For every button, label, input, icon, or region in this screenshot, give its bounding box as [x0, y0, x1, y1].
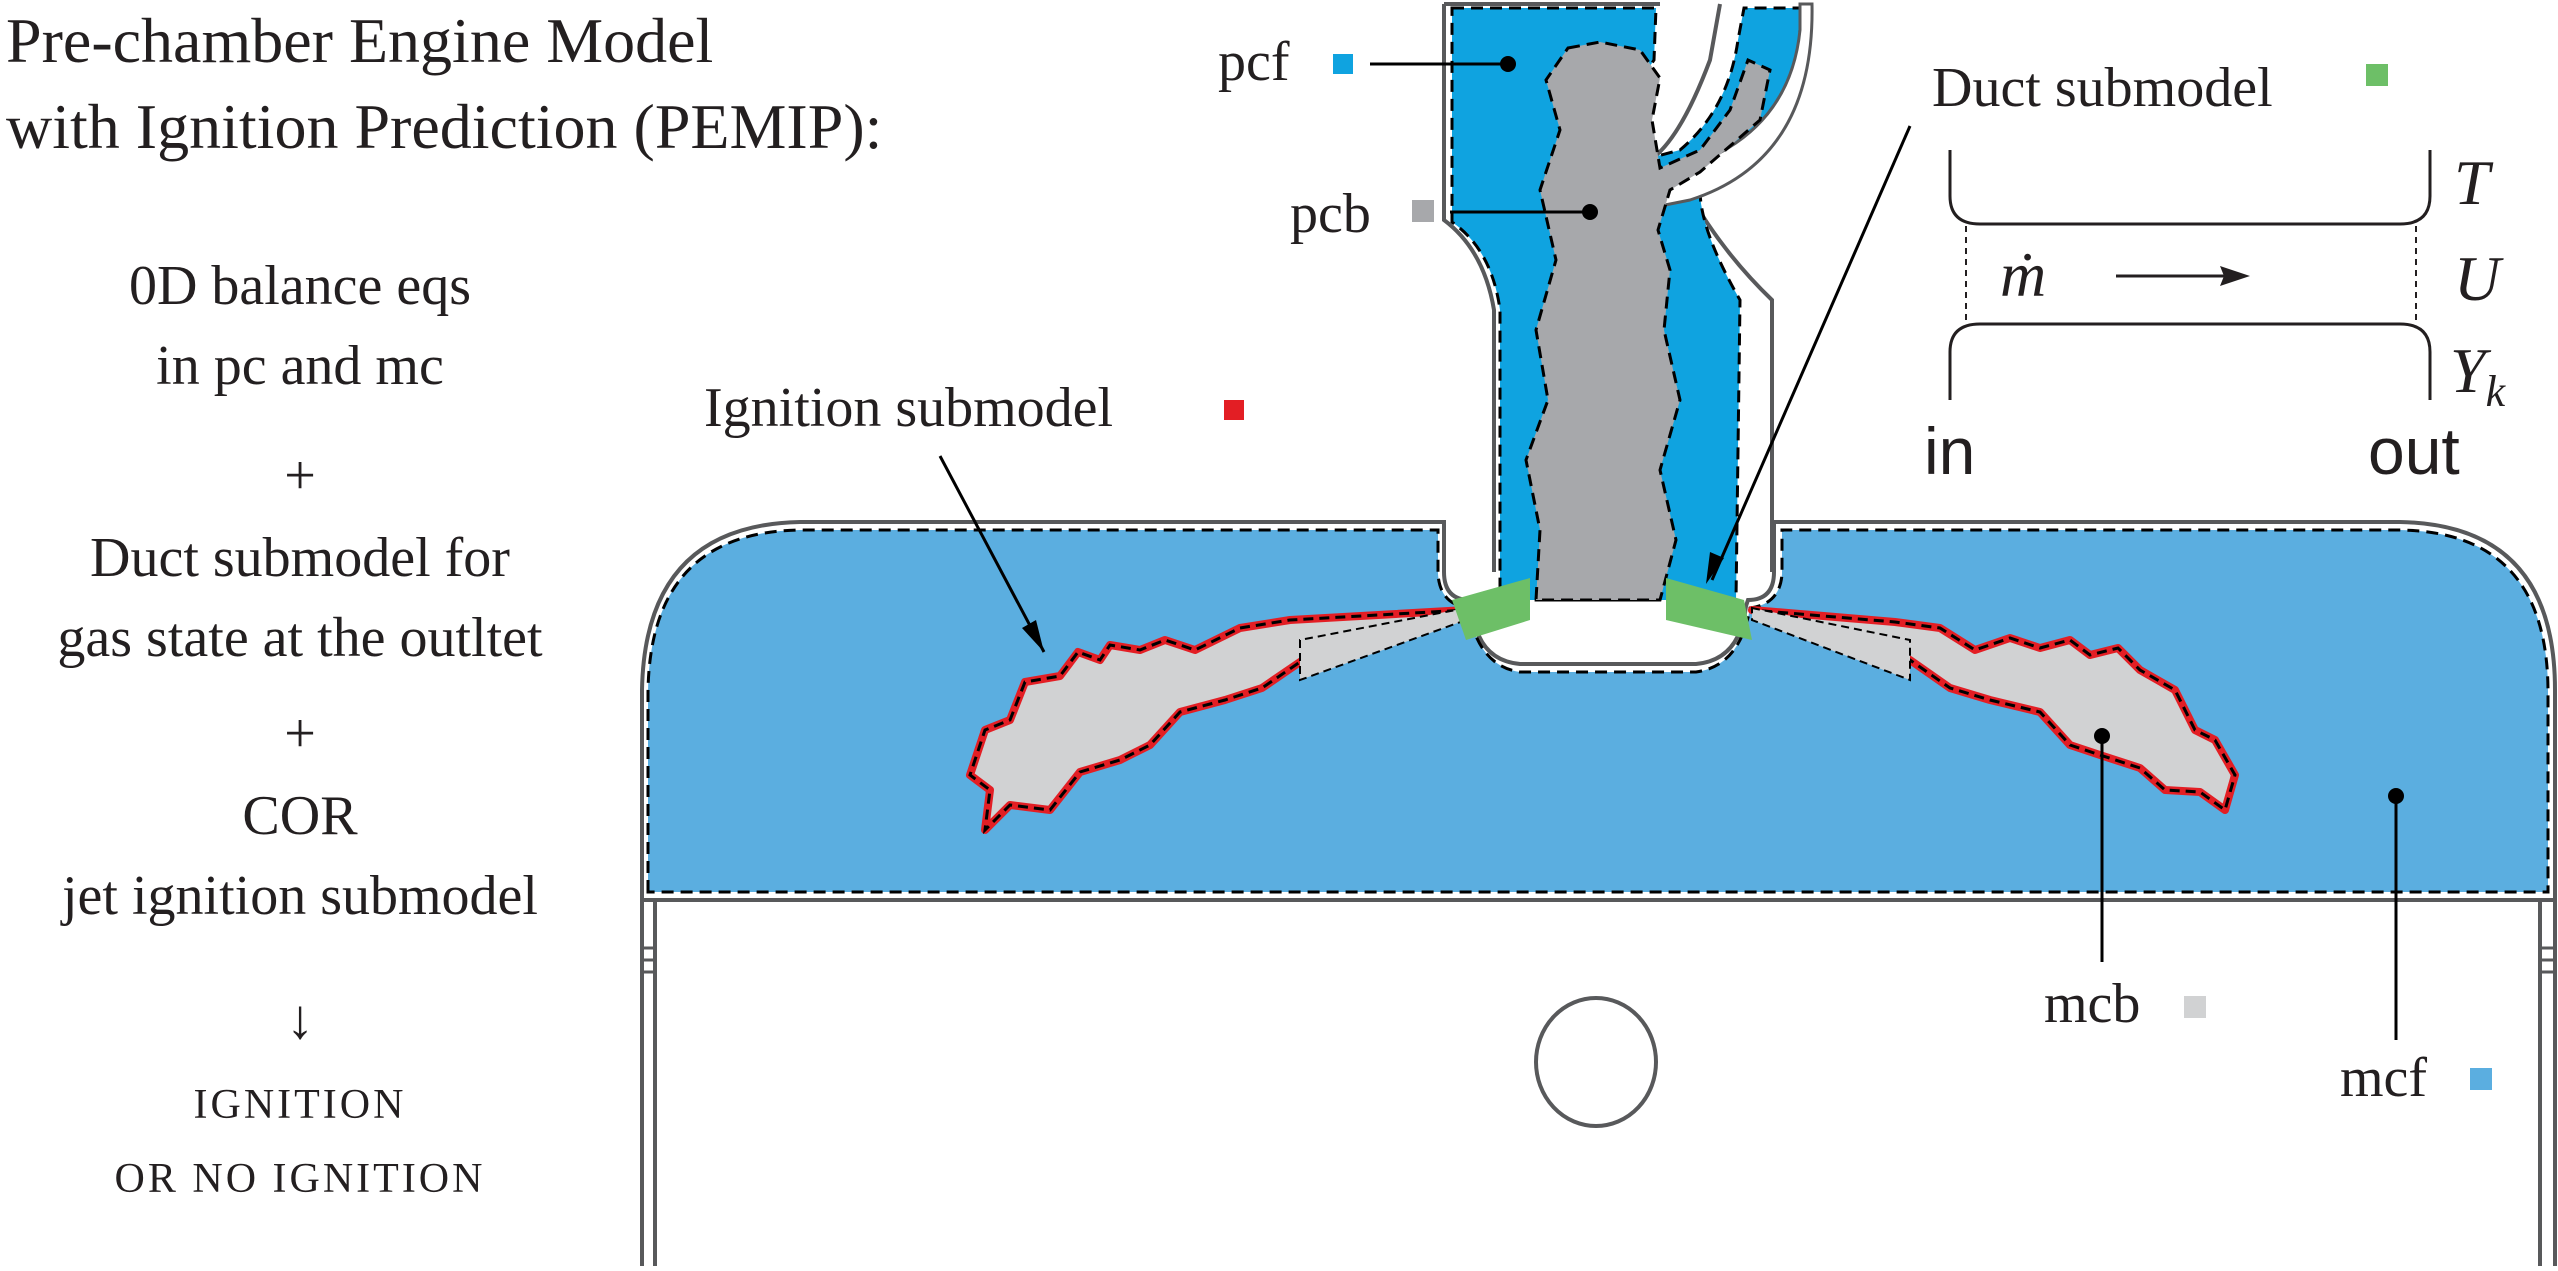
step-balance-line-2: in pc and mc — [156, 335, 444, 397]
label-out: out — [2368, 414, 2460, 488]
mcf-region — [646, 528, 2550, 894]
step-duct-line-1: Duct submodel for — [90, 527, 510, 589]
main-chamber — [640, 520, 2557, 1266]
swatch-mcf — [2470, 1068, 2492, 1090]
arrowhead-duct — [1706, 552, 1724, 584]
step-cor-line-1: COR — [242, 785, 358, 847]
swatch-pcb — [1412, 200, 1434, 222]
pcb-region — [1524, 40, 1772, 602]
plus-sign-1: + — [284, 445, 316, 507]
marker-mcf — [2388, 788, 2404, 804]
duct-schematic: ṁ T U Yk in out — [1924, 147, 2507, 488]
jet-left-boundary — [968, 608, 1467, 835]
duct-lower-wall — [1948, 322, 2432, 400]
pre-chamber — [1442, 2, 1814, 640]
label-in: in — [1924, 414, 1975, 488]
label-pcb: pcb — [1290, 183, 1371, 245]
symbol-U: U — [2454, 243, 2504, 314]
mass-flow-symbol: ṁ — [2000, 239, 2046, 310]
symbol-T: T — [2454, 147, 2494, 218]
legend-labels: pcf pcb Ignition submodel Duct submodel … — [704, 31, 2492, 1109]
marker-pcf — [1500, 56, 1516, 72]
result-line-2: OR NO IGNITION — [115, 1156, 486, 1202]
arrowhead-ignition — [1022, 620, 1044, 652]
swatch-duct — [2366, 64, 2388, 86]
step-balance-line-1: 0D balance eqs — [129, 255, 471, 317]
flow-arrowhead — [2220, 266, 2250, 286]
main-chamber-outline — [640, 520, 2557, 900]
title-line-1: Pre-chamber Engine Model — [6, 5, 713, 76]
jet-right-boundary — [1751, 608, 2237, 813]
result-line-1: IGNITION — [194, 1082, 407, 1128]
swatch-ignition — [1224, 400, 1244, 420]
marker-mcb — [2094, 728, 2110, 744]
symbol-Y: Yk — [2450, 335, 2507, 416]
label-mcb: mcb — [2044, 973, 2140, 1035]
label-pcf: pcf — [1218, 31, 1290, 93]
piston — [640, 898, 2557, 1266]
result-arrow: ↓ — [286, 989, 314, 1051]
piston-pin — [1534, 996, 1658, 1128]
swatch-pcf — [1333, 54, 1353, 74]
duct-right — [1666, 578, 1752, 640]
duct-left — [1452, 578, 1530, 640]
plus-sign-2: + — [284, 703, 316, 765]
step-duct-line-2: gas state at the outltet — [57, 607, 543, 669]
jet-stream-right — [1751, 606, 1911, 682]
label-mcf: mcf — [2340, 1047, 2427, 1109]
piston-rings — [642, 946, 2555, 974]
method-steps: 0D balance eqs in pc and mc + Duct submo… — [57, 255, 543, 1202]
jet-stream-left — [1299, 606, 1467, 682]
step-cor-line-2: jet ignition submodel — [60, 865, 538, 927]
marker-pcb — [1582, 204, 1598, 220]
leader-duct — [1710, 125, 1912, 581]
swatch-mcb — [2184, 996, 2206, 1018]
title-line-2: with Ignition Prediction (PEMIP): — [6, 91, 882, 162]
duct-upper-wall — [1948, 150, 2432, 226]
label-ignition-submodel: Ignition submodel — [704, 377, 1113, 439]
leader-ignition — [938, 455, 1046, 653]
label-duct-submodel: Duct submodel — [1932, 57, 2273, 119]
